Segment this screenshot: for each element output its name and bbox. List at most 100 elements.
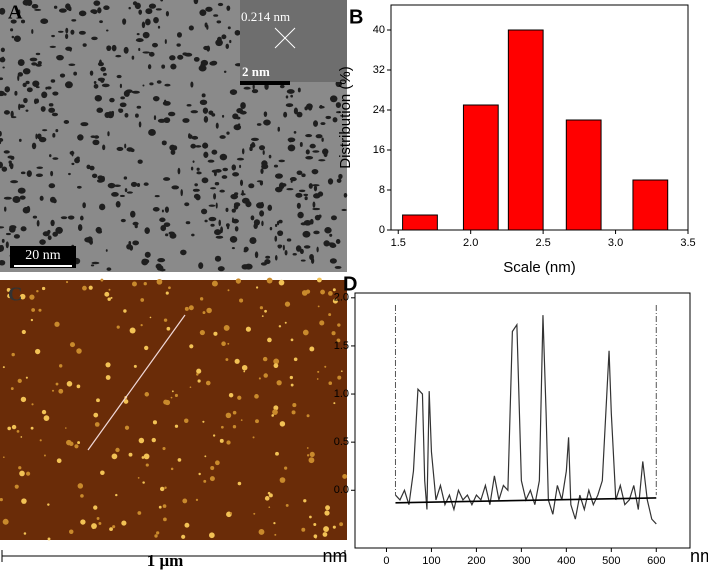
x-unit-label: nm (322, 546, 347, 566)
particle (100, 278, 104, 282)
y-tick-label: 16 (373, 144, 385, 156)
particle (0, 90, 5, 97)
bar (462, 104, 499, 231)
particle (10, 116, 17, 119)
particle (222, 167, 229, 172)
particle (260, 262, 268, 266)
particle (232, 410, 237, 415)
particle (205, 6, 213, 12)
particle (157, 118, 166, 123)
particle (136, 33, 140, 36)
particle (219, 153, 228, 161)
particle (111, 110, 115, 116)
particle (120, 96, 125, 100)
particle (156, 80, 162, 84)
particle (152, 420, 158, 425)
particle (43, 454, 46, 457)
particle (36, 220, 40, 227)
particle (189, 344, 194, 349)
particle (169, 144, 176, 151)
particle (309, 515, 312, 519)
particle (252, 83, 255, 90)
particle (116, 74, 122, 79)
particle (301, 173, 306, 178)
particle (335, 102, 342, 108)
particle (124, 425, 130, 430)
particle (255, 286, 259, 289)
particle (248, 183, 255, 189)
particle (245, 326, 251, 332)
particle (94, 94, 102, 102)
particle (281, 183, 287, 187)
particle (39, 195, 44, 201)
particle (215, 39, 223, 47)
particle (31, 62, 38, 66)
particle (329, 233, 333, 237)
particle (244, 263, 253, 270)
particle (317, 305, 320, 308)
particle (221, 175, 228, 179)
particle (40, 106, 46, 112)
panel-label: B (349, 6, 363, 28)
particle (300, 259, 306, 262)
particle (111, 192, 119, 197)
particle (123, 176, 128, 180)
particle (105, 375, 111, 380)
particle (239, 164, 242, 169)
particle (312, 150, 320, 153)
particle (0, 259, 6, 266)
particle (191, 233, 195, 237)
particle (268, 493, 273, 498)
particle (188, 25, 194, 31)
particle (89, 70, 94, 76)
particle (166, 326, 171, 331)
particle (109, 97, 115, 103)
particle (293, 357, 298, 362)
particle (324, 365, 327, 368)
particle (12, 196, 21, 203)
particle (254, 251, 259, 259)
particle (203, 479, 207, 483)
particle (3, 93, 7, 96)
particle (197, 379, 201, 383)
particle (196, 171, 200, 174)
particle (5, 241, 9, 249)
panel-label: A (8, 2, 23, 24)
particle (128, 452, 133, 457)
particle (115, 54, 122, 58)
particle (70, 29, 75, 35)
particle (218, 219, 222, 227)
particle (82, 202, 86, 209)
afm-image (0, 280, 347, 540)
particle (198, 262, 204, 270)
particle (163, 318, 168, 322)
particle (267, 337, 272, 343)
particle (232, 425, 237, 429)
particle (313, 522, 317, 526)
particle (199, 330, 205, 336)
particle (182, 498, 188, 504)
particle (286, 238, 292, 242)
particle (19, 195, 26, 200)
particle (196, 373, 199, 376)
particle (217, 266, 225, 272)
x-tick-label: 2.5 (535, 237, 550, 249)
particle (229, 512, 233, 515)
particle (342, 473, 348, 479)
particle (20, 396, 27, 403)
particle (45, 86, 48, 90)
particle (69, 48, 72, 52)
particle (317, 191, 324, 197)
particle (217, 2, 224, 7)
particle (0, 226, 5, 229)
particle (311, 168, 319, 175)
particle (184, 306, 189, 311)
particle (80, 519, 86, 525)
particle (303, 245, 311, 249)
particle (269, 226, 273, 231)
particle (164, 206, 169, 213)
particle (23, 532, 27, 535)
particle (162, 446, 166, 451)
particle (263, 373, 268, 378)
